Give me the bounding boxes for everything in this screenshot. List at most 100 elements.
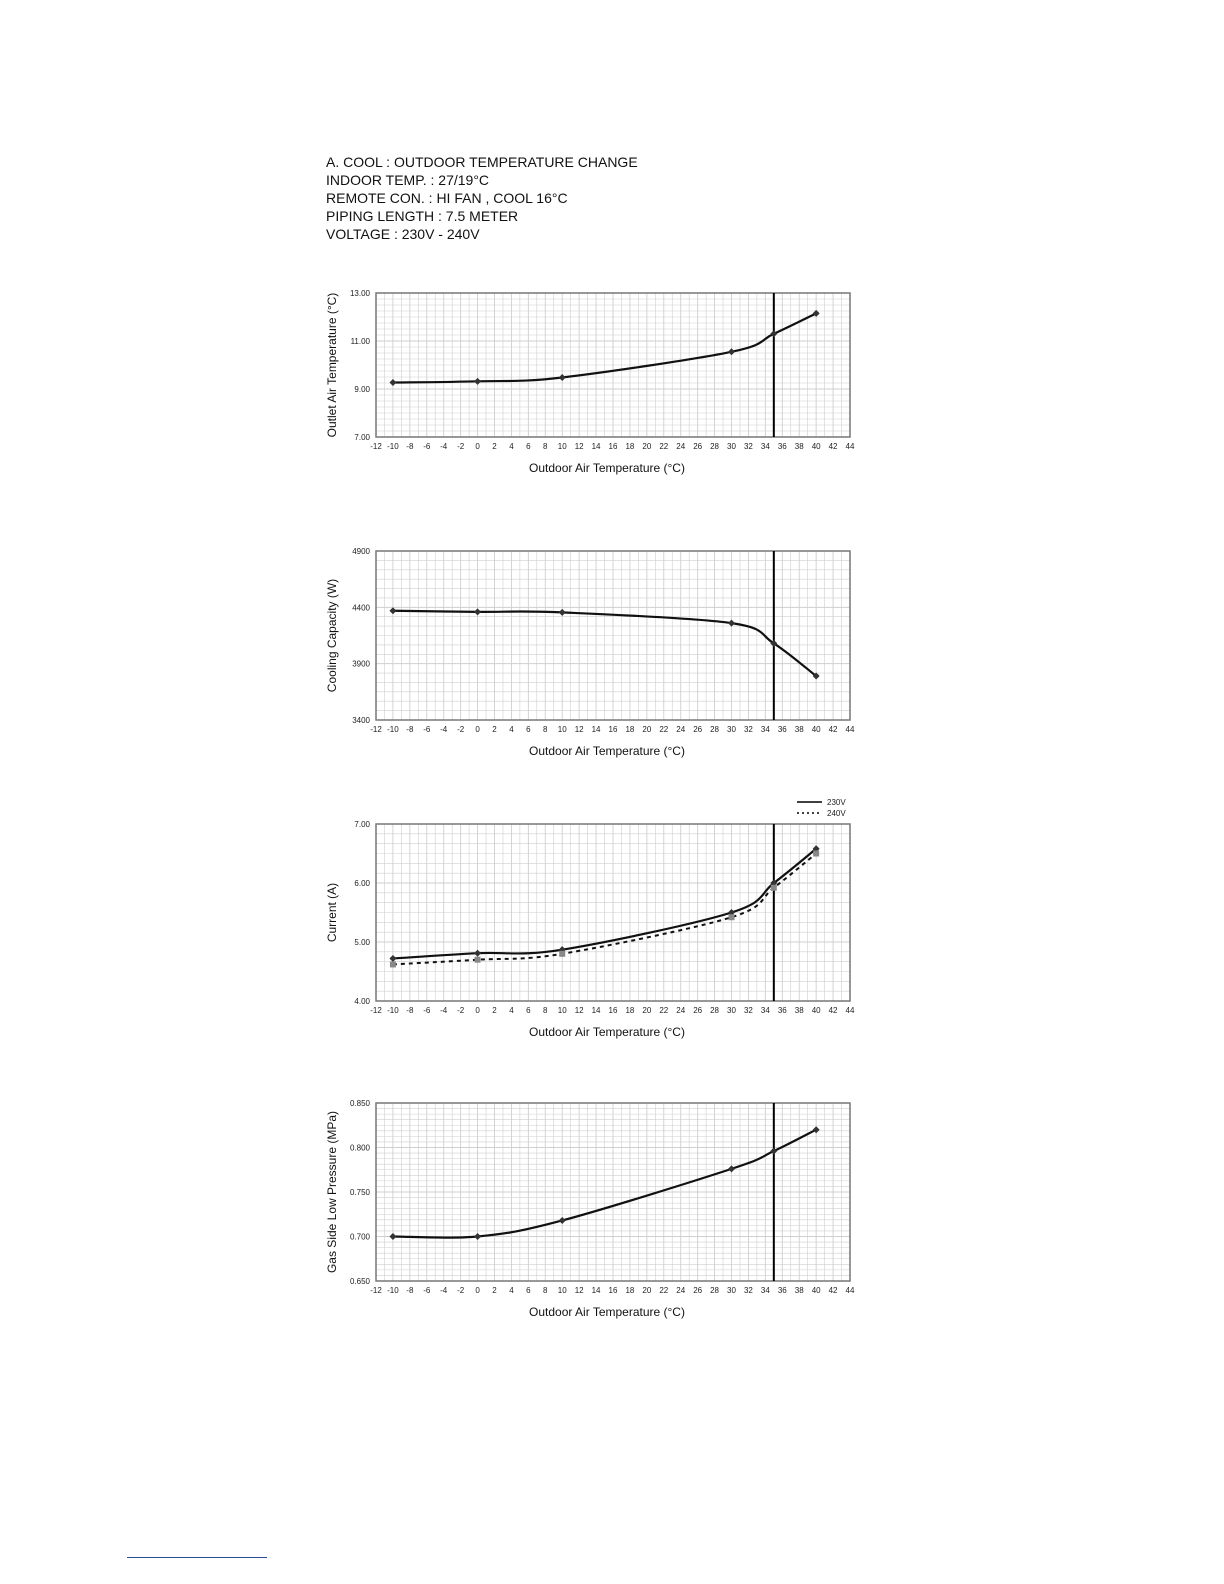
data-point-diamond	[474, 949, 482, 957]
x-axis-label: Outdoor Air Temperature (°C)	[529, 744, 685, 758]
y-tick-label: 0.700	[350, 1233, 371, 1242]
x-tick-label: 40	[812, 725, 821, 734]
data-point-diamond	[474, 1233, 482, 1240]
x-tick-label: 14	[592, 725, 601, 734]
y-tick-label: 4900	[352, 547, 370, 556]
plot-frame	[375, 823, 851, 1002]
chart-2: -12 -10 -8 -6 -4 -2 0 2 4 6 8 10 12 14 16 18 20 22 24 26 28 3…	[325, 547, 855, 758]
x-tick-label: -4	[440, 1006, 448, 1015]
plot-frame	[375, 292, 851, 438]
data-point-diamond	[474, 608, 482, 616]
x-tick-label: -12	[370, 1286, 382, 1295]
x-tick-label: 16	[609, 442, 618, 451]
x-tick-label: 24	[676, 1286, 685, 1295]
x-tick-label: 42	[829, 1286, 838, 1295]
chart-1: -12 -10 -8 -6 -4 -2 0 2 4 6 8 10 12 14 16 18 20 22 24 26 28 3…	[325, 289, 855, 475]
x-tick-label: 24	[676, 1006, 685, 1015]
data-point-diamond	[389, 607, 397, 615]
x-tick-label: 26	[693, 1286, 702, 1295]
data-point-diamond	[812, 1126, 820, 1134]
x-tick-label: 42	[829, 442, 838, 451]
x-tick-label: 44	[846, 442, 855, 451]
x-tick-label: -4	[440, 725, 448, 734]
x-tick-label: 30	[727, 442, 736, 451]
x-tick-label: 32	[744, 442, 753, 451]
x-tick-label: 4	[509, 725, 514, 734]
piping-length-condition: PIPING LENGTH : 7.5 METER	[326, 208, 519, 224]
x-tick-label: -12	[370, 442, 382, 451]
x-tick-label: 34	[761, 725, 770, 734]
x-tick-label: 4	[509, 1286, 514, 1295]
voltage-condition: VOLTAGE : 230V - 240V	[326, 226, 480, 242]
plot-frame	[375, 1102, 851, 1282]
y-tick-label: 13.00	[350, 289, 371, 298]
x-tick-label: -8	[406, 1286, 414, 1295]
footnote-rule	[127, 1557, 267, 1558]
y-axis-label: Current (A)	[325, 883, 339, 942]
x-tick-label: -2	[457, 725, 465, 734]
x-tick-label: 14	[592, 442, 601, 451]
x-tick-label: 28	[710, 1286, 719, 1295]
data-point-diamond	[728, 348, 735, 356]
y-tick-label: 0.650	[350, 1277, 371, 1286]
x-tick-label: -8	[406, 725, 414, 734]
y-tick-label: 0.750	[350, 1188, 371, 1197]
y-tick-label: 5.00	[354, 938, 370, 947]
x-tick-label: 8	[543, 1286, 548, 1295]
x-tick-label: 0	[475, 1286, 480, 1295]
x-tick-label: -6	[423, 725, 431, 734]
x-tick-label: 2	[492, 442, 497, 451]
x-tick-label: 26	[693, 1006, 702, 1015]
x-tick-label: 26	[693, 442, 702, 451]
x-tick-label: 6	[526, 725, 531, 734]
x-tick-label: 22	[659, 1006, 668, 1015]
x-tick-label: 18	[625, 442, 634, 451]
x-tick-label: 20	[642, 1286, 651, 1295]
y-tick-label: 11.00	[351, 337, 371, 346]
x-tick-label: 8	[543, 1006, 548, 1015]
x-tick-label: -10	[387, 1286, 399, 1295]
data-point-diamond	[728, 619, 735, 627]
x-tick-label: -2	[457, 1286, 465, 1295]
x-tick-label: 40	[812, 442, 821, 451]
x-tick-label: 36	[778, 1006, 787, 1015]
y-axis-label: Cooling Capacity (W)	[325, 579, 339, 692]
y-axis-label: Gas Side Low Pressure (MPa)	[325, 1111, 339, 1273]
data-point-square	[559, 950, 566, 957]
x-tick-label: 0	[475, 442, 480, 451]
x-tick-label: 30	[727, 1006, 736, 1015]
x-tick-label: 10	[558, 1006, 567, 1015]
x-tick-label: -4	[440, 442, 448, 451]
remote-control-condition: REMOTE CON. : HI FAN , COOL 16°C	[326, 190, 568, 206]
x-tick-label: 10	[558, 1286, 567, 1295]
y-tick-label: 4400	[352, 603, 370, 612]
y-tick-label: 4.00	[354, 997, 370, 1006]
x-tick-label: 4	[509, 442, 514, 451]
x-tick-label: -6	[423, 442, 431, 451]
x-tick-label: 26	[693, 725, 702, 734]
indoor-temp-condition: INDOOR TEMP. : 27/19°C	[326, 172, 490, 188]
x-tick-label: 14	[592, 1286, 601, 1295]
x-tick-label: -2	[457, 1006, 465, 1015]
x-tick-label: 22	[659, 1286, 668, 1295]
y-tick-label: 0.850	[350, 1099, 371, 1108]
x-tick-label: 30	[727, 1286, 736, 1295]
x-tick-label: 18	[625, 1286, 634, 1295]
x-tick-label: -2	[457, 442, 465, 451]
x-tick-label: 16	[609, 725, 618, 734]
test-conditions-header: A. COOL : OUTDOOR TEMPERATURE CHANGE IND…	[326, 153, 638, 243]
x-tick-label: 18	[625, 725, 634, 734]
x-tick-label: 36	[778, 1286, 787, 1295]
x-tick-label: 32	[744, 1286, 753, 1295]
x-tick-label: 4	[509, 1006, 514, 1015]
section-title: A. COOL : OUTDOOR TEMPERATURE CHANGE	[326, 154, 638, 170]
x-tick-label: 6	[526, 1286, 531, 1295]
x-tick-label: -6	[423, 1286, 431, 1295]
data-point-diamond	[558, 608, 566, 616]
x-tick-label: 38	[795, 1286, 804, 1295]
x-tick-label: 6	[526, 442, 531, 451]
data-point-square	[813, 850, 820, 857]
data-point-diamond	[770, 639, 778, 647]
x-axis-label: Outdoor Air Temperature (°C)	[529, 1025, 685, 1039]
y-tick-label: 3400	[352, 716, 370, 725]
